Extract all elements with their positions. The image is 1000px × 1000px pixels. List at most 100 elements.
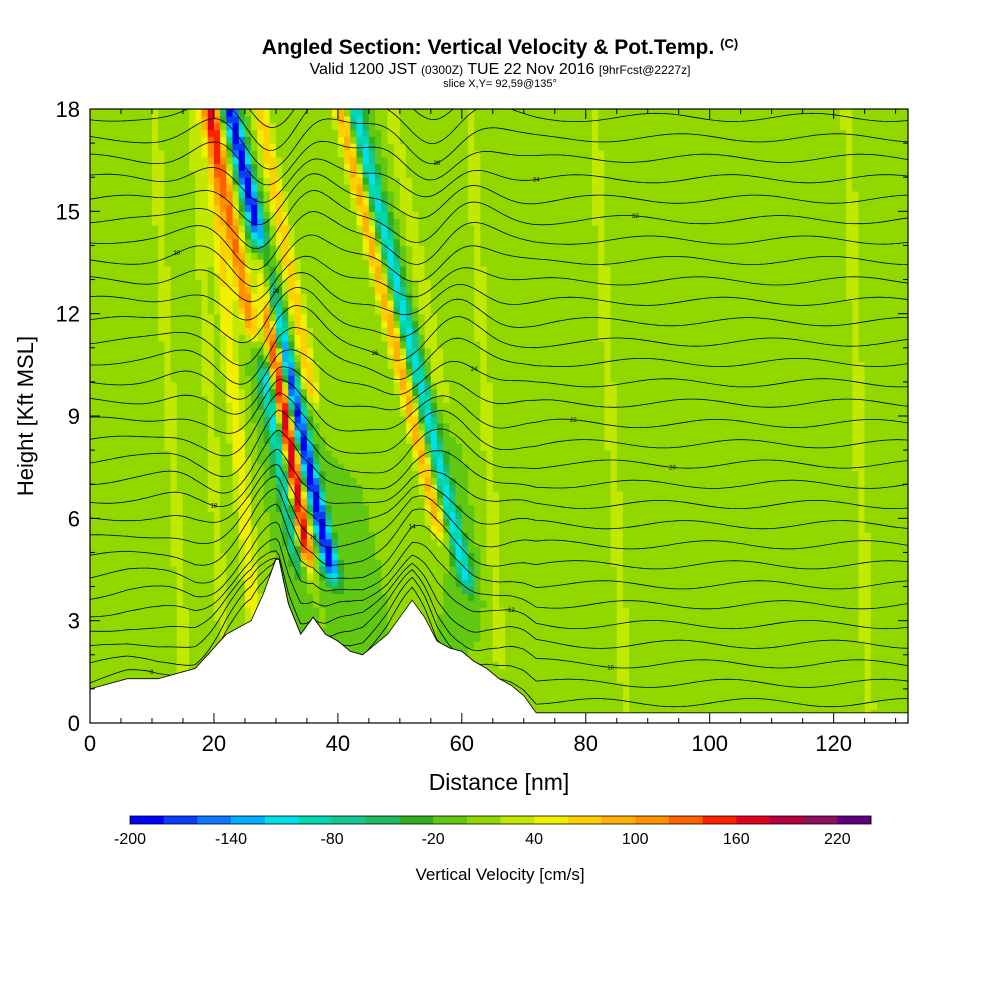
velocity-cell [226, 156, 234, 165]
velocity-cell [90, 238, 97, 247]
velocity-cell [269, 388, 277, 397]
velocity-cell [244, 218, 252, 226]
velocity-cell [381, 231, 389, 240]
velocity-cell [158, 129, 165, 137]
velocity-cell [275, 245, 283, 253]
velocity-cell [399, 450, 407, 458]
velocity-cell [151, 538, 159, 547]
velocity-cell [350, 245, 358, 253]
velocity-cell [201, 641, 209, 649]
velocity-cell [319, 334, 327, 342]
velocity-cell [213, 477, 221, 485]
velocity-cell [151, 395, 159, 403]
velocity-cell [189, 238, 196, 247]
velocity-cell [263, 272, 271, 281]
velocity-cell [108, 463, 116, 472]
velocity-cell [381, 491, 389, 499]
velocity-cell [288, 115, 296, 124]
velocity-cell [96, 149, 103, 158]
velocity-cell [145, 518, 153, 526]
velocity-cell [139, 122, 147, 131]
velocity-cell [176, 579, 184, 588]
velocity-cell [375, 368, 382, 376]
velocity-cell [170, 204, 178, 212]
velocity-cell [158, 572, 165, 581]
velocity-cell [195, 586, 203, 594]
velocity-cell [356, 586, 364, 594]
velocity-cell [257, 409, 265, 417]
velocity-cell [108, 409, 116, 417]
velocity-cell [257, 504, 265, 513]
velocity-cell [269, 286, 277, 294]
velocity-cell [238, 566, 246, 574]
velocity-cell [331, 559, 339, 567]
velocity-cell [90, 156, 97, 165]
velocity-cell [220, 552, 227, 560]
velocity-cell [145, 177, 153, 185]
velocity-cell [176, 143, 184, 151]
velocity-cell [344, 259, 351, 267]
velocity-cell [381, 518, 389, 526]
velocity-cell [269, 477, 277, 485]
velocity-cell [244, 572, 252, 581]
velocity-cell [170, 545, 178, 554]
velocity-cell [164, 286, 172, 294]
velocity-cell [368, 395, 376, 403]
velocity-cell [294, 313, 302, 322]
velocity-cell [313, 518, 320, 526]
velocity-cell [344, 279, 351, 287]
velocity-cell [213, 613, 221, 622]
velocity-cell [350, 552, 358, 560]
velocity-cell [294, 450, 302, 458]
velocity-cell [145, 190, 153, 199]
velocity-cell [412, 422, 420, 431]
velocity-cell [90, 654, 97, 663]
velocity-cell [213, 136, 221, 144]
velocity-cell [356, 647, 364, 656]
velocity-cell [120, 136, 128, 144]
velocity-cell [189, 641, 196, 649]
velocity-cell [319, 361, 327, 369]
velocity-cell [244, 443, 252, 451]
velocity-cell [356, 627, 364, 635]
velocity-cell [133, 593, 141, 601]
velocity-cell [375, 634, 382, 642]
velocity-cell [114, 545, 122, 554]
velocity-cell [257, 340, 265, 349]
velocity-cell [375, 197, 382, 206]
velocity-cell [145, 347, 153, 356]
velocity-cell [90, 682, 97, 690]
velocity-cell [213, 504, 221, 513]
velocity-cell [127, 470, 134, 478]
velocity-cell [244, 559, 252, 567]
velocity-cell [306, 531, 314, 540]
velocity-cell [189, 361, 196, 369]
velocity-cell [244, 395, 252, 403]
velocity-cell [319, 204, 327, 212]
velocity-cell [300, 265, 308, 274]
velocity-cell [412, 368, 420, 376]
velocity-cell [201, 197, 209, 206]
velocity-cell [238, 149, 246, 158]
velocity-cell [151, 491, 159, 499]
velocity-cell [362, 525, 370, 533]
velocity-cell [164, 409, 172, 417]
velocity-cell [244, 381, 252, 390]
velocity-cell [127, 184, 134, 192]
velocity-cell [381, 607, 389, 615]
velocity-cell [399, 381, 407, 390]
velocity-cell [282, 293, 289, 301]
velocity-cell [139, 184, 147, 192]
velocity-cell [418, 395, 426, 403]
velocity-cell [189, 559, 196, 567]
velocity-cell [170, 218, 178, 226]
velocity-cell [424, 238, 432, 247]
velocity-cell [263, 409, 271, 417]
velocity-cell [232, 381, 240, 390]
velocity-cell [108, 593, 116, 601]
velocity-cell [362, 122, 370, 131]
velocity-cell [158, 334, 165, 342]
velocity-cell [139, 375, 147, 383]
velocity-cell [139, 245, 147, 253]
velocity-cell [238, 572, 246, 581]
